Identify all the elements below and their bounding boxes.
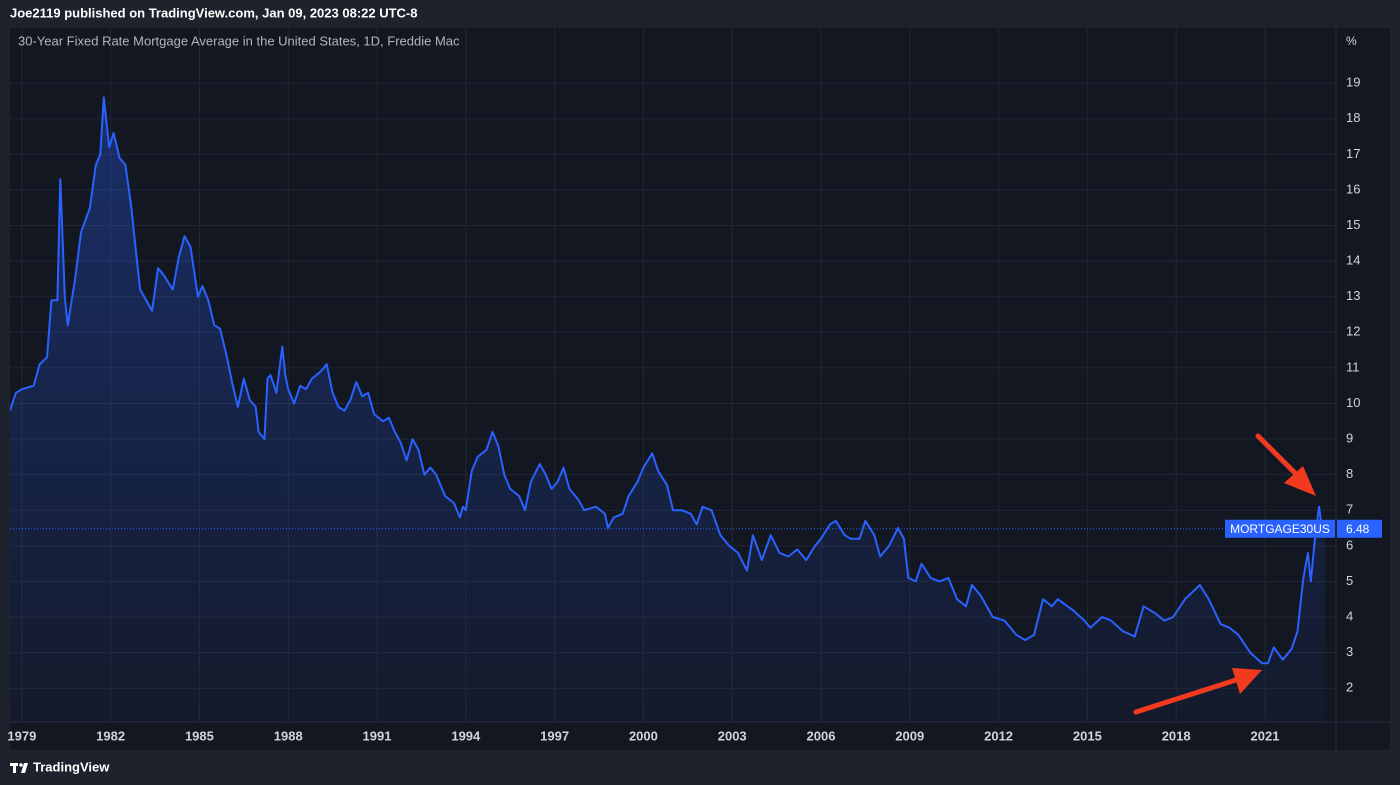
arrow-head bbox=[1284, 466, 1316, 496]
y-tick-label: 2 bbox=[1346, 680, 1353, 695]
x-tick-label: 1985 bbox=[185, 728, 214, 743]
y-tick-label: 19 bbox=[1346, 75, 1360, 90]
logo-mark bbox=[13, 763, 16, 773]
x-tick-label: 1997 bbox=[540, 728, 569, 743]
area bbox=[10, 97, 1325, 722]
y-tick-label: 13 bbox=[1346, 288, 1360, 303]
arrow-trough bbox=[1133, 668, 1262, 715]
x-tick-label: 1988 bbox=[274, 728, 303, 743]
logo-mark bbox=[21, 763, 28, 773]
plot bbox=[10, 96, 1326, 722]
series-name: MORTGAGE30US bbox=[1230, 522, 1330, 536]
x-tick-label: 2015 bbox=[1073, 728, 1102, 743]
y-tick-label: 16 bbox=[1346, 181, 1360, 196]
x-tick-label: 2003 bbox=[718, 728, 747, 743]
x-tick-label: 1979 bbox=[7, 728, 36, 743]
brand: TradingView bbox=[33, 759, 110, 774]
y-tick-label: 17 bbox=[1346, 146, 1360, 161]
y-tick-label: 6 bbox=[1346, 537, 1353, 552]
x-tick-label: 2009 bbox=[895, 728, 924, 743]
series-tag bbox=[1225, 519, 1335, 538]
line bbox=[10, 96, 1326, 665]
y-tick-label: 5 bbox=[1346, 573, 1353, 588]
x-tick-label: 1994 bbox=[451, 728, 481, 743]
x-tick-label: 2012 bbox=[984, 728, 1013, 743]
arrow-peak bbox=[1255, 433, 1316, 496]
y-unit: % bbox=[1346, 34, 1357, 48]
arrow-shaft bbox=[1255, 433, 1303, 481]
arrow-head bbox=[1232, 668, 1262, 694]
x-tick-label: 2006 bbox=[807, 728, 836, 743]
x-tick-label: 2021 bbox=[1251, 728, 1280, 743]
y-tick-label: 7 bbox=[1346, 502, 1353, 517]
y-tick-label: 8 bbox=[1346, 466, 1353, 481]
arrow-shaft bbox=[1133, 677, 1239, 715]
y-tick-label: 9 bbox=[1346, 430, 1353, 445]
chart-title: 30-Year Fixed Rate Mortgage Average in t… bbox=[18, 33, 460, 48]
logo-dot bbox=[19, 763, 23, 767]
logo bbox=[10, 763, 28, 773]
last-value-label: 6.48 bbox=[1346, 522, 1370, 536]
y-tick-label: 18 bbox=[1346, 110, 1360, 125]
axes: 2 3 4 5 6 7 8 9 10 11 12 13 14 15 16 17 18 19 1979 1982 1985… bbox=[7, 75, 1382, 743]
x-tick-label: 1991 bbox=[363, 728, 392, 743]
y-tick-label: 4 bbox=[1346, 608, 1353, 623]
x-tick-label: 2000 bbox=[629, 728, 658, 743]
y-tick-label: 3 bbox=[1346, 644, 1353, 659]
y-tick-label: 11 bbox=[1346, 359, 1360, 374]
publisher: Joe2119 published on TradingView.com, Ja… bbox=[10, 5, 418, 20]
last-value-tag bbox=[1337, 519, 1382, 538]
y-tick-label: 12 bbox=[1346, 324, 1360, 339]
x-tick-label: 2018 bbox=[1162, 728, 1191, 743]
x-tick-label: 1982 bbox=[96, 728, 125, 743]
y-tick-label: 10 bbox=[1346, 395, 1360, 410]
y-tick-label: 14 bbox=[1346, 253, 1360, 268]
y-tick-label: 15 bbox=[1346, 217, 1360, 232]
